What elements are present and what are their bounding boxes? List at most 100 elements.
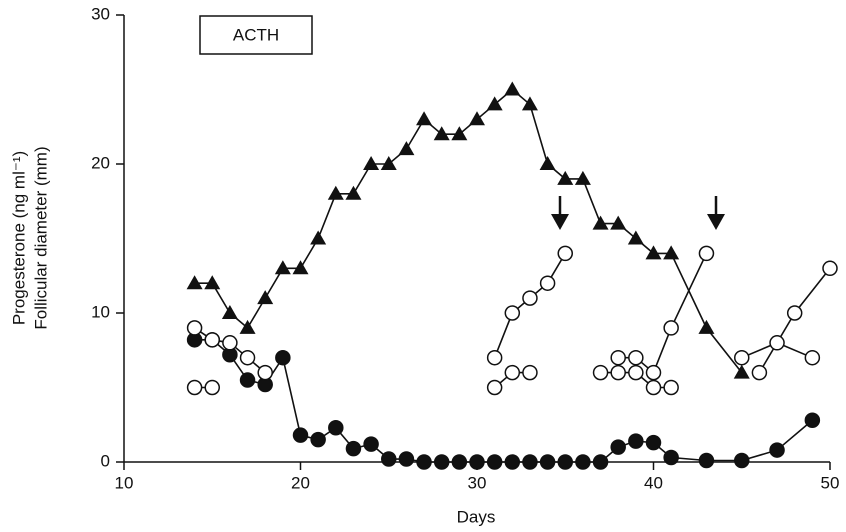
triangle-marker [398, 141, 415, 156]
open-marker [804, 349, 821, 366]
filled-marker [663, 449, 679, 466]
triangle-marker [451, 126, 468, 141]
open-marker [734, 349, 750, 366]
triangle-marker [186, 275, 203, 290]
triangle-marker [416, 111, 433, 126]
triangle-marker [504, 81, 521, 96]
open-marker [257, 364, 273, 381]
open-marker [769, 335, 785, 351]
open-marker [204, 332, 220, 348]
triangle-marker [557, 170, 574, 185]
open-marker [786, 305, 803, 321]
filled-marker [310, 431, 326, 448]
triangle-marker [433, 126, 450, 141]
triangle-marker [539, 156, 556, 170]
x-tick-label: 10 [115, 473, 134, 492]
filled-marker [486, 454, 503, 470]
triangle-marker [327, 185, 344, 200]
filled-marker [804, 412, 821, 429]
triangle-marker [733, 364, 750, 379]
y-tick-label: 0 [101, 451, 110, 470]
triangle-marker [239, 319, 256, 334]
filled-marker [451, 454, 468, 470]
open-marker [751, 364, 768, 381]
filled-marker [592, 454, 609, 470]
open-marker [610, 349, 626, 366]
triangle-marker [521, 96, 538, 111]
filled-marker [275, 349, 291, 366]
triangle-marker [663, 245, 680, 260]
open-marker [486, 379, 503, 396]
open-marker [663, 320, 679, 336]
filled-marker [539, 454, 556, 470]
x-tick-label: 30 [468, 473, 487, 492]
annotation-box [199, 15, 313, 55]
open-marker [645, 364, 662, 381]
open-marker [522, 290, 538, 306]
filled-marker [734, 452, 750, 469]
filled-marker [398, 451, 415, 467]
x-axis-label: Days [457, 507, 496, 526]
filled-marker [239, 372, 256, 388]
open-marker [486, 349, 503, 366]
triangle-marker [380, 156, 397, 170]
open-marker [663, 379, 679, 396]
triangle-marker [257, 290, 274, 305]
y-axis-label: Follicular diameter (mm) [31, 146, 50, 329]
triangle-marker [363, 156, 380, 170]
triangle-marker [610, 215, 627, 230]
triangle-marker [645, 245, 662, 260]
filled-marker [557, 454, 573, 470]
triangle-marker [292, 260, 309, 275]
triangle-marker [592, 215, 609, 230]
triangle-marker [469, 111, 485, 126]
filled-marker [698, 452, 715, 469]
open-marker [557, 245, 573, 262]
open-marker [628, 349, 644, 366]
filled-marker [469, 454, 485, 470]
y-tick-label: 30 [91, 4, 110, 23]
triangle-marker [627, 230, 644, 245]
triangle-marker [221, 305, 238, 319]
triangle-marker [310, 230, 327, 245]
x-tick-label: 50 [821, 473, 840, 492]
filled-marker [292, 427, 309, 443]
y-tick-label: 10 [91, 302, 110, 321]
open-marker [592, 364, 609, 381]
arrow [707, 196, 725, 230]
triangle-marker [698, 319, 715, 334]
open-marker [698, 245, 715, 262]
open-marker [239, 349, 256, 366]
filled-marker [328, 419, 344, 436]
open-marker [645, 379, 662, 396]
y-axis-label: Progesterone (ng ml⁻¹) [9, 151, 28, 325]
open-marker [222, 335, 238, 351]
open-marker [186, 379, 203, 396]
filled-marker [504, 454, 521, 470]
open-marker [522, 364, 538, 381]
filled-marker [628, 433, 644, 449]
triangle-marker [204, 275, 221, 290]
triangle-marker [486, 96, 503, 111]
series-line [194, 88, 743, 374]
arrow [551, 196, 569, 230]
open-marker [610, 364, 626, 381]
filled-marker [575, 454, 591, 470]
filled-marker [416, 454, 432, 470]
open-marker [186, 320, 203, 336]
open-marker [539, 275, 556, 291]
x-tick-label: 40 [644, 473, 663, 492]
open-marker [504, 305, 521, 321]
triangle-marker [345, 185, 362, 200]
x-tick-label: 20 [291, 473, 310, 492]
annotation: ACTH [233, 25, 279, 44]
filled-marker [345, 440, 362, 457]
filled-marker [381, 451, 397, 467]
y-tick-label: 20 [91, 153, 110, 172]
open-marker [628, 364, 644, 381]
filled-marker [522, 454, 538, 470]
filled-marker [769, 442, 785, 458]
triangle-marker [274, 260, 291, 275]
open-marker [504, 364, 521, 381]
